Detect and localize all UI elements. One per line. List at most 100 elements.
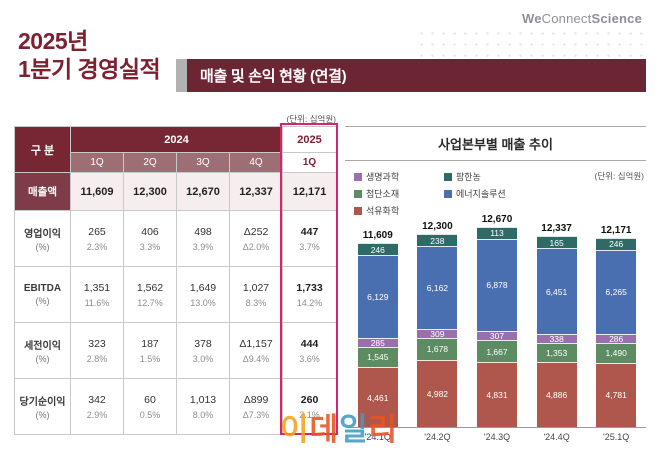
col-group-header: 구 분	[14, 126, 71, 173]
cell-percent: 12.7%	[137, 297, 163, 308]
row-label-sub: (%)	[35, 242, 50, 252]
cell-value: 1,351	[83, 281, 111, 294]
quarter-header: 3Q	[176, 152, 230, 173]
bar-total-label: 12,171	[600, 224, 632, 236]
legend-label: 에너지솔루션	[456, 189, 506, 199]
cell-percent: Δ9.4%	[242, 353, 270, 364]
legend-label: 첨단소재	[366, 189, 400, 199]
table-cell: Δ899 Δ7.3%	[228, 378, 284, 435]
row-label: 세전이익 (%)	[14, 322, 71, 379]
segment-value: 238	[430, 235, 445, 246]
cell-percent: 8.3%	[245, 297, 267, 308]
table-cell: 11,609	[70, 172, 124, 211]
segment-value: 6,878	[486, 280, 508, 291]
row-label: 영업이익 (%)	[14, 210, 71, 267]
table-cell-2025: 12,171	[282, 172, 338, 211]
logo-text-connect: Connect	[541, 11, 592, 26]
cell-value: Δ899	[243, 393, 269, 406]
chart-title: 사업본부별 매출 추이	[345, 126, 646, 161]
row-label-sub: (%)	[35, 296, 50, 306]
table-unit-note: (단위: 십억원)	[286, 114, 337, 124]
bar-stack: 4,781 1,490 286 6,265 246	[596, 237, 637, 427]
segment-value: 286	[609, 333, 624, 344]
logo-text-we: We	[521, 11, 542, 26]
table-cell: 1,351 11.6%	[70, 266, 124, 323]
cell-value: 60	[144, 393, 156, 406]
table-cell: 12,337	[228, 172, 284, 211]
row-label: EBITDA (%)	[14, 266, 71, 323]
cell-percent: Δ7.3%	[242, 409, 270, 420]
x-axis-label: '25.1Q	[603, 432, 630, 442]
segment-value: 309	[430, 328, 445, 339]
table-cell-2025: 260 2.1%	[282, 378, 338, 435]
quarter-2025-header: 1Q	[282, 152, 338, 173]
cell-value-2025: 12,171	[292, 185, 327, 198]
page-title-line1: 2025년	[18, 28, 88, 54]
row-label-text: 매출액	[28, 186, 57, 198]
table-cell: 323 2.8%	[70, 322, 124, 379]
stacked-bar-chart: 11,609 4,461 1,545 285 6,129 246 12,300 4,982 1,…	[348, 212, 646, 428]
logo-text-science: Science	[591, 11, 642, 26]
bar-total-label: 12,300	[422, 221, 453, 233]
bar-segment: 4,982	[417, 360, 458, 427]
legend-label: 생명과학	[366, 172, 400, 182]
segment-value: 4,461	[367, 392, 389, 403]
logo: WeConnectScience	[522, 11, 642, 26]
legend-swatch	[354, 206, 362, 215]
cell-percent: 13.0%	[190, 297, 216, 308]
bar-segment: 1,667	[476, 340, 517, 363]
segment-value: 246	[609, 239, 624, 250]
bar: 12,337 4,886 1,353 338 6,451 165	[534, 223, 580, 427]
legend-item: 첨단소재	[354, 187, 442, 200]
cell-value: Δ1,157	[239, 337, 273, 350]
table-cell: 1,013 8.0%	[176, 378, 230, 435]
legend-swatch	[444, 189, 452, 198]
cell-percent: 2.9%	[86, 409, 108, 420]
x-axis-label: '24.3Q	[483, 432, 511, 442]
table-cell: 12,300	[123, 172, 177, 211]
cell-value: 1,649	[189, 281, 217, 294]
segment-value: 4,781	[605, 390, 627, 401]
legend-item: 팜한농	[444, 170, 556, 183]
cell-percent-2025: 3.7%	[299, 241, 320, 252]
bar-segment: 246	[596, 237, 637, 250]
quarter-header: 4Q	[228, 152, 284, 173]
bar-segment: 6,451	[536, 248, 577, 335]
row-label-text: 당기순이익	[19, 397, 66, 408]
row-label-text: EBITDA	[23, 283, 62, 294]
cell-percent: 3.3%	[139, 241, 161, 252]
financial-table: 구 분 2024 2025 1Q 2Q 3Q 4Q 1Q 매출액 11,609 12,300 12,6…	[14, 126, 338, 435]
cell-value: 498	[194, 225, 212, 238]
cell-value: 406	[141, 225, 159, 238]
bar-segment: 238	[417, 234, 458, 247]
segment-value: 165	[549, 237, 564, 248]
bar-segment: 4,781	[596, 362, 637, 427]
bar-segment: 1,678	[417, 337, 458, 361]
cell-value: 12,300	[133, 185, 167, 198]
table-row: 당기순이익 (%) 342 2.9% 60 0.5% 1,013 8.0% Δ899 Δ7.3% 2…	[14, 378, 338, 435]
table-cell: Δ1,157 Δ9.4%	[228, 322, 284, 379]
quarter-header: 2Q	[123, 152, 177, 173]
legend-swatch	[444, 172, 452, 181]
bar-segment: 6,878	[476, 238, 517, 332]
segment-value: 1,490	[605, 348, 627, 359]
legend-item: 석유화학	[354, 204, 442, 217]
bar-total-label: 11,609	[362, 230, 393, 242]
cell-value: 342	[88, 393, 106, 406]
cell-value: 1,013	[189, 393, 217, 406]
cell-percent: 0.5%	[139, 409, 161, 420]
legend-swatch	[354, 189, 362, 198]
table-cell: 406 3.3%	[123, 210, 177, 267]
cell-value: 265	[88, 225, 106, 238]
table-cell: Δ252 Δ2.0%	[228, 210, 284, 267]
cell-value: Δ252	[243, 225, 269, 238]
cell-value: 1,562	[136, 281, 164, 294]
table-cell: 1,562 12.7%	[123, 266, 177, 323]
legend-item: 생명과학	[354, 170, 442, 183]
cell-percent-2025: 14.2%	[296, 297, 323, 308]
segment-value: 1,353	[545, 347, 568, 358]
bar: 12,300 4,982 1,678 309 6,162 238	[414, 221, 460, 427]
segment-value: 307	[489, 330, 505, 341]
legend-label: 팜한농	[456, 172, 481, 182]
year-2025-header: 2025	[282, 126, 338, 153]
